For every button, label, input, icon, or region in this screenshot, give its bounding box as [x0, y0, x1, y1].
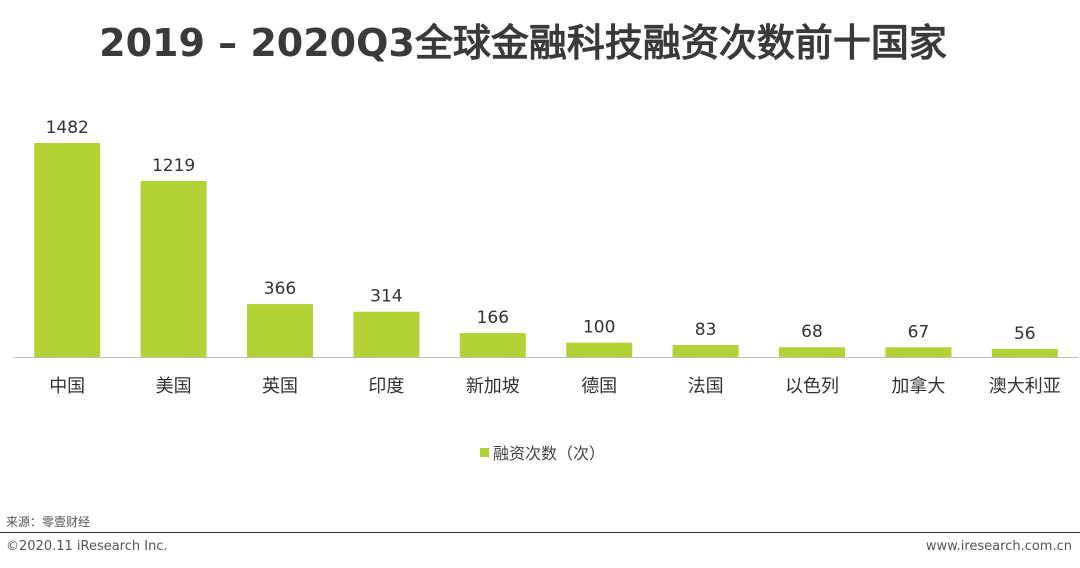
- bar-3: [353, 311, 420, 357]
- x-tick-label-3: 印度: [368, 376, 404, 397]
- x-tick-label-6: 法国: [688, 376, 724, 397]
- x-tick-label-0: 中国: [49, 376, 85, 397]
- data-label-5: 100: [583, 318, 615, 338]
- bar-6: [672, 345, 739, 357]
- x-tick-label-2: 英国: [262, 376, 298, 397]
- copyright: ©2020.11 iResearch Inc.: [6, 539, 168, 554]
- chart-title: 2019 – 2020Q3全球金融科技融资次数前十国家: [99, 21, 947, 65]
- data-label-3: 314: [370, 287, 402, 307]
- website-link[interactable]: www.iresearch.com.cn: [925, 539, 1072, 554]
- data-label-2: 366: [264, 279, 296, 299]
- data-label-8: 67: [908, 322, 930, 342]
- bar-2: [247, 304, 313, 357]
- x-tick-label-9: 澳大利亚: [989, 376, 1061, 397]
- data-label-4: 166: [477, 308, 509, 328]
- data-label-0: 1482: [46, 118, 89, 138]
- bar-9: [991, 348, 1058, 357]
- legend-label: 融资次数（次）: [493, 444, 606, 463]
- x-tick-label-5: 德国: [581, 376, 617, 397]
- data-label-9: 56: [1014, 324, 1036, 344]
- legend-swatch: [480, 447, 489, 457]
- footer-divider: [0, 532, 1080, 533]
- bar-7: [779, 347, 845, 357]
- x-tick-label-4: 新加坡: [466, 376, 520, 397]
- data-label-7: 68: [801, 322, 823, 342]
- data-label-6: 83: [695, 320, 717, 340]
- bar-5: [566, 342, 633, 357]
- data-label-1: 1219: [152, 156, 195, 176]
- bar-1: [140, 181, 207, 357]
- x-tick-label-7: 以色列: [785, 376, 839, 397]
- legend: 融资次数（次）: [480, 440, 605, 464]
- bar-0: [34, 143, 101, 357]
- plot-area: 1482 中国 1219 美国 366 英国 314 印度 166 新加坡 100 德国 83 法国 68 以…: [14, 118, 1078, 397]
- x-tick-label-8: 加拿大: [891, 375, 945, 397]
- bar-4: [459, 333, 526, 357]
- source-note: 来源：零壹财经: [6, 515, 91, 529]
- bar-8: [885, 347, 952, 357]
- x-tick-label-1: 美国: [156, 376, 192, 397]
